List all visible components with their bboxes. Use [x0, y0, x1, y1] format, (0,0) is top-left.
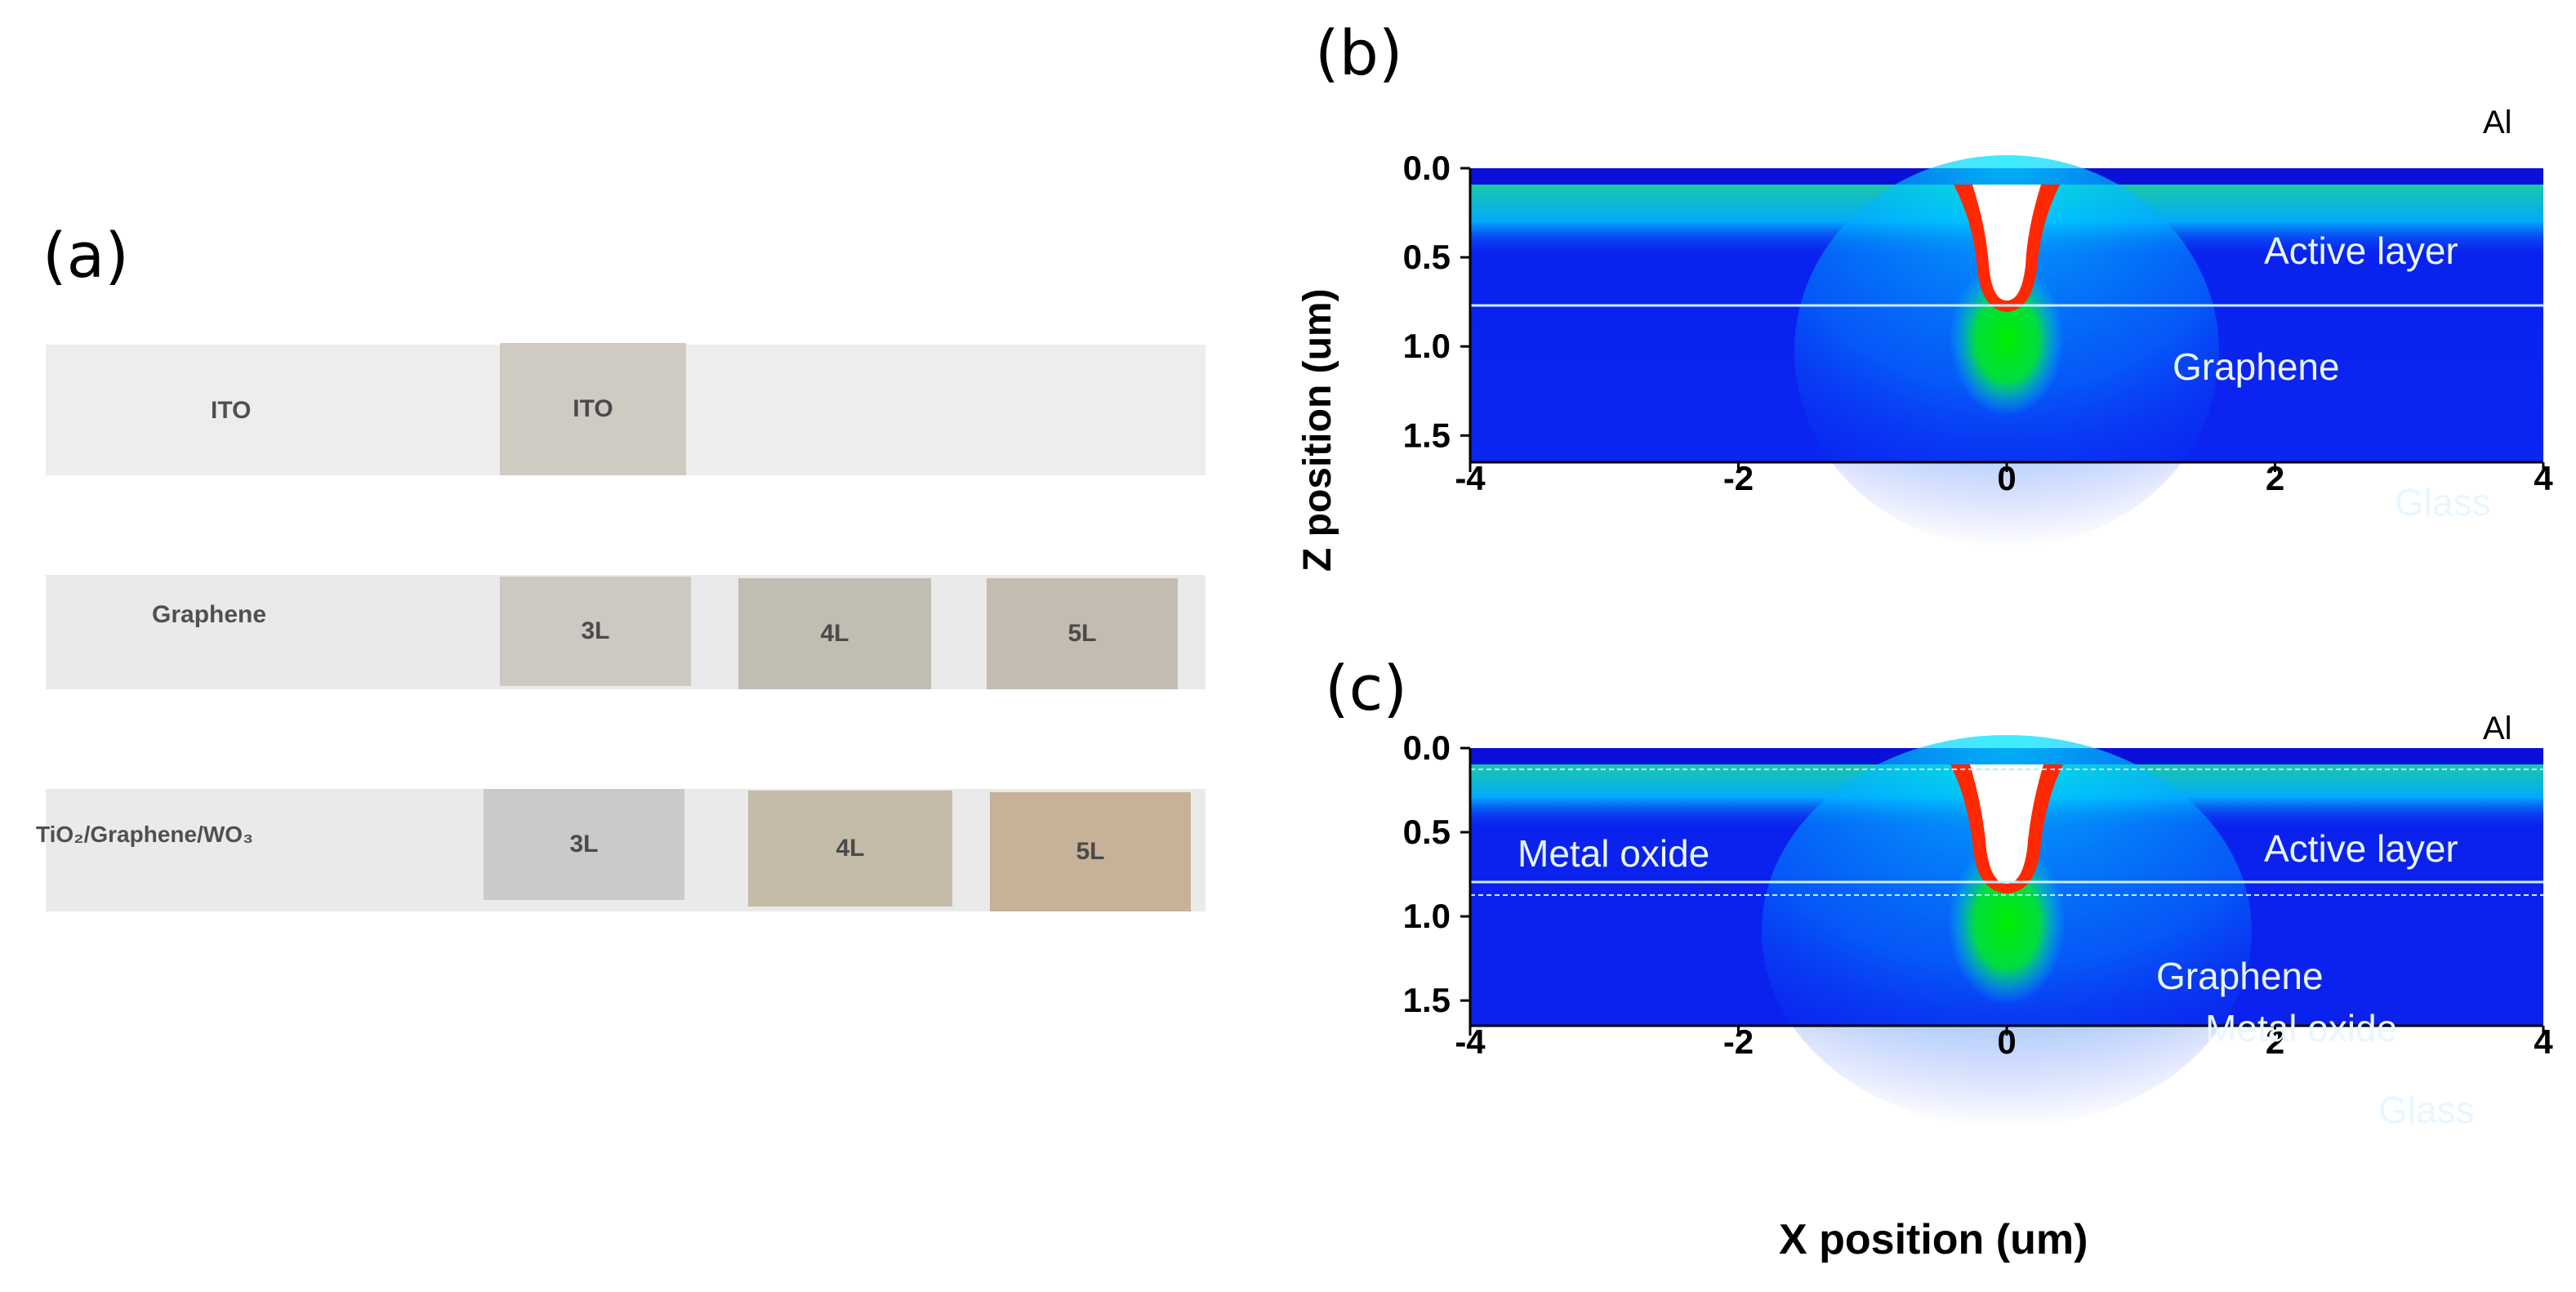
ito-sample: ITO — [500, 343, 686, 475]
y-tick-label-c: 1.0 — [1403, 897, 1451, 935]
composite-sample-5l: 5L — [990, 792, 1191, 911]
graphene-label-c: Graphene — [2156, 955, 2324, 997]
ticks-c: -4 -2 0 2 4 0.0 0.5 1.0 1.5 — [1403, 728, 2554, 1061]
graphene-label-b: Graphene — [2173, 345, 2340, 388]
graphene-sample-4l: 4L — [738, 578, 931, 689]
x-tick-label-c: 2 — [2266, 1022, 2284, 1061]
y-tick-label-c: 1.5 — [1403, 981, 1451, 1019]
field-map-c: -4 -2 0 2 4 0.0 0.5 1.0 1.5 — [1403, 728, 2554, 1127]
composite-sample-4l: 4L — [748, 791, 952, 907]
hotspot-core-c — [1970, 764, 2043, 884]
panel-b-label: (b) — [1315, 16, 1403, 89]
heatmap-b-plot — [1470, 155, 2543, 547]
tio2-graphene-wo3-row-label: TiO₂/Graphene/WO₃ — [36, 822, 254, 847]
hotspot-core-b — [1972, 185, 2041, 301]
y-tick-label-b: 0.0 — [1403, 149, 1451, 187]
x-tick-label-c: -2 — [1723, 1022, 1754, 1061]
x-axis-label-c: X position (um) — [1779, 1216, 2088, 1263]
y-axis-label-b: Z position (um) — [1296, 288, 1339, 572]
panel-a-label: (a) — [42, 219, 129, 292]
field-map-b: -4 -2 0 2 4 0.0 0.5 1.0 1.5 — [1403, 149, 2554, 547]
x-tick-label-b: -4 — [1455, 459, 1486, 497]
y-tick-label-b: 1.5 — [1403, 416, 1451, 454]
y-tick-label-b: 0.5 — [1403, 238, 1451, 276]
x-tick-label-b: 2 — [2266, 459, 2284, 497]
active-layer-label-b: Active layer — [2264, 229, 2458, 272]
x-tick-label-b: 0 — [1997, 459, 2016, 497]
graphene-sample-5l: 5L — [987, 578, 1178, 689]
y-tick-label-c: 0.0 — [1403, 728, 1451, 767]
glass-label-c: Glass — [2378, 1089, 2475, 1131]
graphene-sample-3l: 3L — [500, 577, 691, 686]
sample-photo: ITO ITO Graphene 3L 4L 5L TiO₂/Graphene/… — [0, 0, 1241, 1292]
x-tick-label-b: -2 — [1723, 459, 1754, 497]
composite-sample-3l: 3L — [484, 789, 684, 900]
green-field-b — [1950, 261, 2064, 417]
glass-label-b: Glass — [2395, 481, 2491, 523]
ito-row-label: ITO — [211, 397, 252, 424]
metal-oxide-label-right-c: Metal oxide — [2205, 1007, 2398, 1049]
panel-c-label: (c) — [1325, 652, 1408, 724]
active-layer-label-c: Active layer — [2264, 827, 2458, 870]
al-label-b: Al — [2483, 105, 2512, 140]
x-tick-label-c: -4 — [1455, 1022, 1486, 1061]
al-label-c: Al — [2483, 711, 2512, 746]
x-tick-label-c: 0 — [1997, 1022, 2016, 1061]
ticks-b: -4 -2 0 2 4 0.0 0.5 1.0 1.5 — [1403, 149, 2554, 497]
y-tick-label-c: 0.5 — [1403, 813, 1451, 851]
graphene-row-label: Graphene — [152, 601, 267, 628]
x-tick-label-b: 4 — [2534, 459, 2553, 497]
metal-oxide-label-left-c: Metal oxide — [1518, 832, 1710, 875]
y-tick-label-b: 1.0 — [1403, 327, 1451, 365]
x-tick-label-c: 4 — [2534, 1022, 2553, 1061]
heatmap-c-plot — [1470, 735, 2543, 1127]
